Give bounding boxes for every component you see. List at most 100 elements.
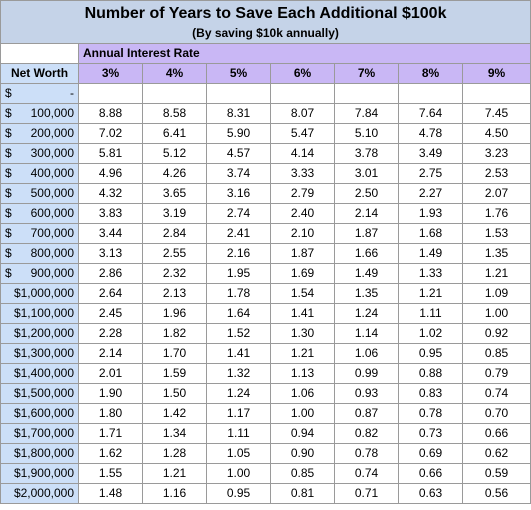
years-value-cell[interactable]: 2.45 bbox=[78, 303, 143, 324]
years-value-cell[interactable]: 3.74 bbox=[206, 163, 271, 184]
net-worth-cell[interactable]: $2,000,000 bbox=[0, 483, 79, 504]
years-value-cell[interactable]: 2.32 bbox=[142, 263, 207, 284]
title-cell[interactable]: Number of Years to Save Each Additional … bbox=[0, 0, 531, 44]
net-worth-cell[interactable]: $700,000 bbox=[0, 223, 79, 244]
years-value-cell[interactable] bbox=[142, 83, 207, 104]
years-value-cell[interactable]: 2.16 bbox=[206, 243, 271, 264]
years-value-cell[interactable]: 1.09 bbox=[461, 283, 531, 304]
years-value-cell[interactable]: 1.35 bbox=[461, 243, 531, 264]
years-value-cell[interactable]: 1.66 bbox=[334, 243, 399, 264]
years-value-cell[interactable]: 1.17 bbox=[206, 403, 271, 424]
years-value-cell[interactable]: 0.95 bbox=[206, 483, 271, 504]
net-worth-cell[interactable]: $100,000 bbox=[0, 103, 79, 124]
years-value-cell[interactable]: 1.21 bbox=[398, 283, 463, 304]
years-value-cell[interactable]: 1.06 bbox=[270, 383, 335, 404]
years-value-cell[interactable]: 3.23 bbox=[461, 143, 531, 164]
years-value-cell[interactable]: 0.82 bbox=[334, 423, 399, 444]
net-worth-cell[interactable]: $1,800,000 bbox=[0, 443, 79, 464]
years-value-cell[interactable]: 4.14 bbox=[270, 143, 335, 164]
years-value-cell[interactable]: 1.14 bbox=[334, 323, 399, 344]
years-value-cell[interactable]: 1.21 bbox=[270, 343, 335, 364]
net-worth-cell[interactable]: $1,900,000 bbox=[0, 463, 79, 484]
years-value-cell[interactable]: 4.26 bbox=[142, 163, 207, 184]
years-value-cell[interactable]: 1.05 bbox=[206, 443, 271, 464]
years-value-cell[interactable]: 1.82 bbox=[142, 323, 207, 344]
net-worth-header[interactable]: Net Worth bbox=[0, 63, 79, 84]
net-worth-cell[interactable]: $1,400,000 bbox=[0, 363, 79, 384]
net-worth-cell[interactable]: $1,300,000 bbox=[0, 343, 79, 364]
years-value-cell[interactable]: 0.94 bbox=[270, 423, 335, 444]
years-value-cell[interactable]: 0.88 bbox=[398, 363, 463, 384]
years-value-cell[interactable]: 1.21 bbox=[461, 263, 531, 284]
years-value-cell[interactable]: 5.81 bbox=[78, 143, 143, 164]
years-value-cell[interactable]: 1.02 bbox=[398, 323, 463, 344]
years-value-cell[interactable] bbox=[206, 83, 271, 104]
years-value-cell[interactable]: 1.00 bbox=[461, 303, 531, 324]
years-value-cell[interactable]: 7.45 bbox=[461, 103, 531, 124]
years-value-cell[interactable]: 2.64 bbox=[78, 283, 143, 304]
years-value-cell[interactable]: 4.96 bbox=[78, 163, 143, 184]
years-value-cell[interactable]: 0.78 bbox=[398, 403, 463, 424]
years-value-cell[interactable]: 5.12 bbox=[142, 143, 207, 164]
years-value-cell[interactable]: 1.11 bbox=[398, 303, 463, 324]
years-value-cell[interactable]: 2.53 bbox=[461, 163, 531, 184]
years-value-cell[interactable]: 1.78 bbox=[206, 283, 271, 304]
rate-column-header[interactable]: 5% bbox=[206, 63, 271, 84]
years-value-cell[interactable]: 0.62 bbox=[461, 443, 531, 464]
years-value-cell[interactable]: 5.90 bbox=[206, 123, 271, 144]
years-value-cell[interactable]: 5.10 bbox=[334, 123, 399, 144]
years-value-cell[interactable]: 0.81 bbox=[270, 483, 335, 504]
years-value-cell[interactable]: 1.62 bbox=[78, 443, 143, 464]
years-value-cell[interactable]: 3.19 bbox=[142, 203, 207, 224]
years-value-cell[interactable]: 2.10 bbox=[270, 223, 335, 244]
years-value-cell[interactable]: 1.76 bbox=[461, 203, 531, 224]
years-value-cell[interactable]: 2.86 bbox=[78, 263, 143, 284]
years-value-cell[interactable]: 0.93 bbox=[334, 383, 399, 404]
years-value-cell[interactable]: 3.49 bbox=[398, 143, 463, 164]
years-value-cell[interactable]: 3.16 bbox=[206, 183, 271, 204]
years-value-cell[interactable]: 1.13 bbox=[270, 363, 335, 384]
years-value-cell[interactable]: 3.01 bbox=[334, 163, 399, 184]
years-value-cell[interactable] bbox=[270, 83, 335, 104]
years-value-cell[interactable]: 2.27 bbox=[398, 183, 463, 204]
years-value-cell[interactable]: 4.32 bbox=[78, 183, 143, 204]
years-value-cell[interactable]: 1.64 bbox=[206, 303, 271, 324]
years-value-cell[interactable]: 5.47 bbox=[270, 123, 335, 144]
years-value-cell[interactable]: 0.66 bbox=[398, 463, 463, 484]
years-value-cell[interactable]: 8.07 bbox=[270, 103, 335, 124]
years-value-cell[interactable]: 3.13 bbox=[78, 243, 143, 264]
empty-corner-cell[interactable] bbox=[0, 43, 79, 64]
years-value-cell[interactable]: 2.40 bbox=[270, 203, 335, 224]
net-worth-cell[interactable]: $1,600,000 bbox=[0, 403, 79, 424]
years-value-cell[interactable]: 0.78 bbox=[334, 443, 399, 464]
net-worth-cell[interactable]: $1,000,000 bbox=[0, 283, 79, 304]
years-value-cell[interactable]: 2.07 bbox=[461, 183, 531, 204]
net-worth-cell[interactable]: $400,000 bbox=[0, 163, 79, 184]
years-value-cell[interactable]: 1.90 bbox=[78, 383, 143, 404]
years-value-cell[interactable]: 1.55 bbox=[78, 463, 143, 484]
net-worth-cell[interactable]: $300,000 bbox=[0, 143, 79, 164]
net-worth-cell[interactable]: $200,000 bbox=[0, 123, 79, 144]
rate-header[interactable]: Annual Interest Rate bbox=[77, 43, 531, 64]
years-value-cell[interactable]: 2.75 bbox=[398, 163, 463, 184]
net-worth-cell[interactable]: $ - bbox=[0, 83, 79, 104]
years-value-cell[interactable]: 8.88 bbox=[78, 103, 143, 124]
years-value-cell[interactable]: 2.14 bbox=[78, 343, 143, 364]
net-worth-cell[interactable]: $1,500,000 bbox=[0, 383, 79, 404]
years-value-cell[interactable]: 1.00 bbox=[206, 463, 271, 484]
years-value-cell[interactable]: 0.79 bbox=[461, 363, 531, 384]
years-value-cell[interactable]: 1.49 bbox=[398, 243, 463, 264]
rate-column-header[interactable]: 4% bbox=[142, 63, 207, 84]
years-value-cell[interactable]: 1.52 bbox=[206, 323, 271, 344]
years-value-cell[interactable]: 1.32 bbox=[206, 363, 271, 384]
net-worth-cell[interactable]: $500,000 bbox=[0, 183, 79, 204]
years-value-cell[interactable]: 1.69 bbox=[270, 263, 335, 284]
years-value-cell[interactable]: 2.13 bbox=[142, 283, 207, 304]
years-value-cell[interactable]: 1.96 bbox=[142, 303, 207, 324]
years-value-cell[interactable]: 2.55 bbox=[142, 243, 207, 264]
years-value-cell[interactable]: 4.50 bbox=[461, 123, 531, 144]
net-worth-cell[interactable]: $1,700,000 bbox=[0, 423, 79, 444]
years-value-cell[interactable]: 2.41 bbox=[206, 223, 271, 244]
years-value-cell[interactable]: 1.00 bbox=[270, 403, 335, 424]
years-value-cell[interactable]: 1.42 bbox=[142, 403, 207, 424]
